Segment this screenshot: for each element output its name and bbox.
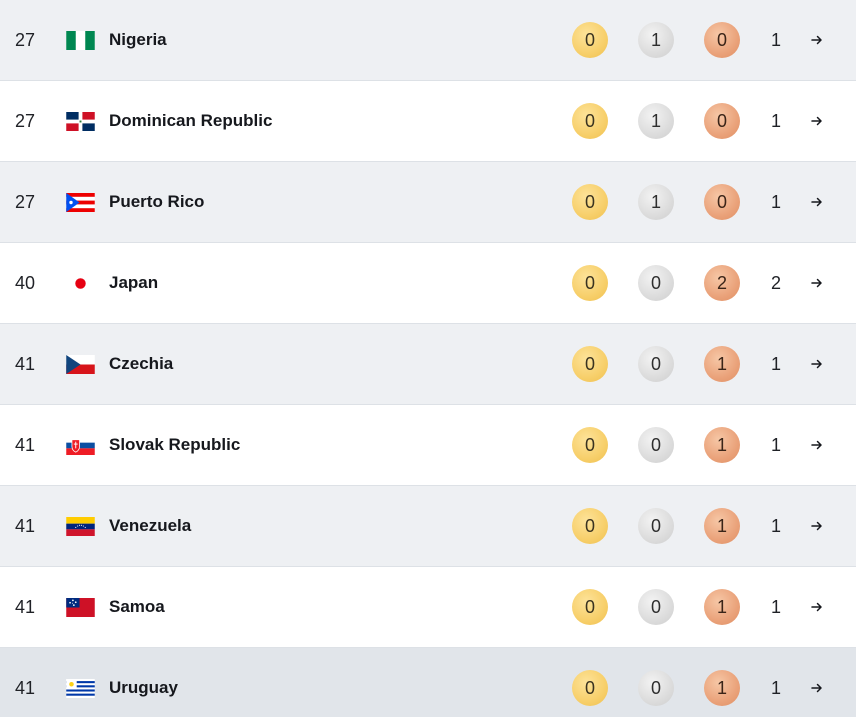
- rank: 27: [15, 192, 36, 212]
- total-count: 1: [770, 111, 781, 131]
- silver-count: 1: [638, 103, 674, 139]
- dominican-republic-flag-icon: [66, 112, 95, 131]
- table-row[interactable]: 27 Dominican Republic 0 1 0 1: [0, 81, 856, 162]
- silver-count: 0: [638, 589, 674, 625]
- bronze-count: 1: [704, 508, 740, 544]
- bronze-count: 1: [704, 346, 740, 382]
- country-name: Japan: [109, 273, 159, 292]
- country-name: Dominican Republic: [109, 111, 273, 130]
- country-name: Czechia: [109, 354, 174, 373]
- total-count: 1: [770, 516, 781, 536]
- total-count: 1: [770, 30, 781, 50]
- rank: 41: [15, 678, 36, 698]
- silver-count: 0: [638, 427, 674, 463]
- total-count: 1: [770, 435, 781, 455]
- silver-count: 0: [638, 670, 674, 706]
- table-row[interactable]: 41 Slovak Republic 0 0 1 1: [0, 405, 856, 486]
- gold-count: 0: [572, 670, 608, 706]
- bronze-count: 1: [704, 427, 740, 463]
- puerto-rico-flag-icon: [66, 193, 95, 212]
- table-row[interactable]: 27 Nigeria 0 1 0 1: [0, 0, 856, 81]
- country-name: Samoa: [109, 597, 165, 616]
- table-row[interactable]: 27 Puerto Rico 0 1 0 1: [0, 162, 856, 243]
- rank: 41: [15, 597, 36, 617]
- table-row[interactable]: 41 Venezuela 0 0 1 1: [0, 486, 856, 567]
- gold-count: 0: [572, 265, 608, 301]
- gold-count: 0: [572, 589, 608, 625]
- arrow-right-icon[interactable]: [808, 274, 826, 292]
- japan-flag-icon: [66, 274, 95, 293]
- rank: 41: [15, 354, 36, 374]
- bronze-count: 1: [704, 589, 740, 625]
- gold-count: 0: [572, 103, 608, 139]
- uruguay-flag-icon: [66, 679, 95, 698]
- arrow-right-icon[interactable]: [808, 436, 826, 454]
- total-count: 1: [770, 192, 781, 212]
- rank: 27: [15, 30, 36, 50]
- country-name: Uruguay: [109, 678, 178, 697]
- gold-count: 0: [572, 346, 608, 382]
- venezuela-flag-icon: [66, 517, 95, 536]
- silver-count: 1: [638, 22, 674, 58]
- arrow-right-icon[interactable]: [808, 193, 826, 211]
- table-row[interactable]: 41 Czechia 0 0 1 1: [0, 324, 856, 405]
- total-count: 2: [770, 273, 781, 293]
- arrow-right-icon[interactable]: [808, 598, 826, 616]
- arrow-right-icon[interactable]: [808, 112, 826, 130]
- total-count: 1: [770, 597, 781, 617]
- gold-count: 0: [572, 508, 608, 544]
- arrow-right-icon[interactable]: [808, 679, 826, 697]
- bronze-count: 0: [704, 22, 740, 58]
- gold-count: 0: [572, 427, 608, 463]
- country-name: Puerto Rico: [109, 192, 205, 211]
- slovakia-flag-icon: [66, 436, 95, 455]
- arrow-right-icon[interactable]: [808, 31, 826, 49]
- rank: 27: [15, 111, 36, 131]
- czechia-flag-icon: [66, 355, 95, 374]
- gold-count: 0: [572, 22, 608, 58]
- bronze-count: 1: [704, 670, 740, 706]
- total-count: 1: [770, 678, 781, 698]
- arrow-right-icon[interactable]: [808, 355, 826, 373]
- country-name: Slovak Republic: [109, 435, 241, 454]
- silver-count: 0: [638, 265, 674, 301]
- bronze-count: 0: [704, 184, 740, 220]
- table-row[interactable]: 41 Uruguay 0 0 1 1: [0, 648, 856, 717]
- arrow-right-icon[interactable]: [808, 517, 826, 535]
- rank: 41: [15, 435, 36, 455]
- silver-count: 0: [638, 346, 674, 382]
- table-row[interactable]: 41 Samoa 0 0 1 1: [0, 567, 856, 648]
- bronze-count: 2: [704, 265, 740, 301]
- total-count: 1: [770, 354, 781, 374]
- rank: 41: [15, 516, 36, 536]
- nigeria-flag-icon: [66, 31, 95, 50]
- silver-count: 1: [638, 184, 674, 220]
- country-name: Nigeria: [109, 30, 167, 49]
- bronze-count: 0: [704, 103, 740, 139]
- table-row[interactable]: 40 Japan 0 0 2 2: [0, 243, 856, 324]
- silver-count: 0: [638, 508, 674, 544]
- gold-count: 0: [572, 184, 608, 220]
- rank: 40: [15, 273, 36, 293]
- samoa-flag-icon: [66, 598, 95, 617]
- country-name: Venezuela: [109, 516, 192, 535]
